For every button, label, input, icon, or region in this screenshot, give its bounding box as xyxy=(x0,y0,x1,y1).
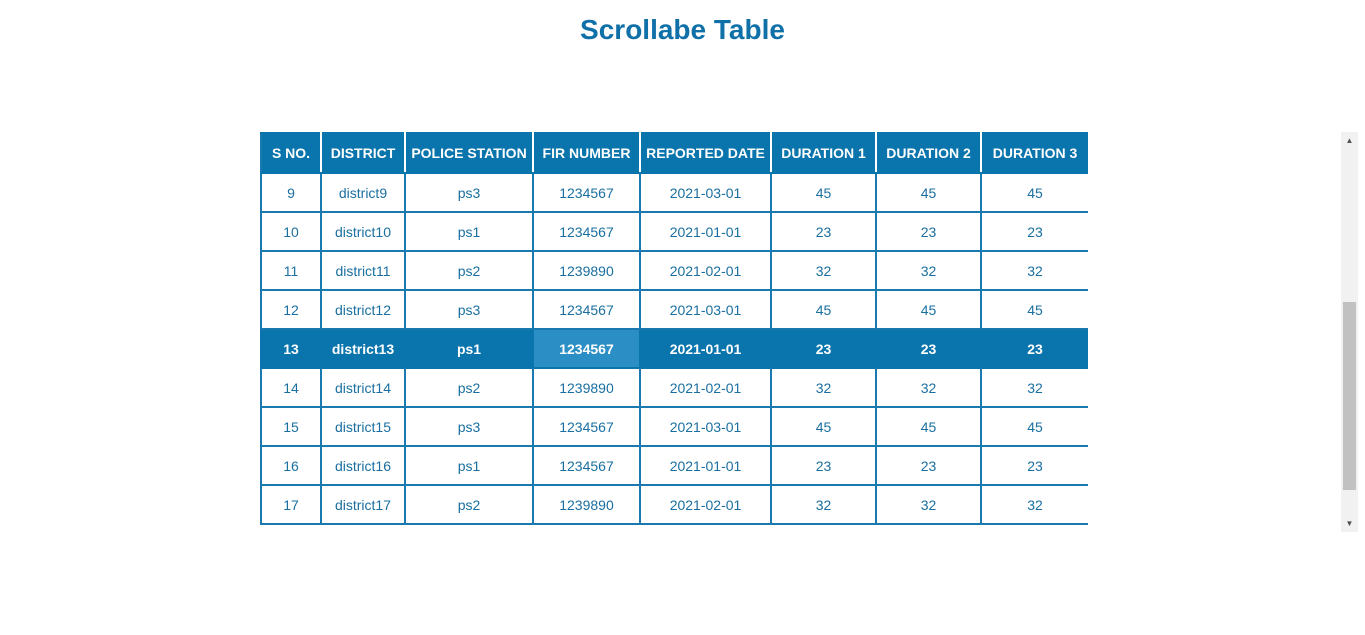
cell-police-station: ps1 xyxy=(404,328,534,369)
table-row[interactable]: 17 district17 ps2 1239890 2021-02-01 32 32 32 xyxy=(260,484,1088,525)
cell-duration-2: 45 xyxy=(875,406,982,447)
cell-duration-3: 32 xyxy=(980,367,1088,408)
cell-duration-3: 23 xyxy=(980,328,1088,369)
cell-sno: 11 xyxy=(260,250,322,291)
header-police-station[interactable]: POLICE STATION xyxy=(404,132,534,174)
cell-duration-1: 45 xyxy=(770,289,877,330)
cell-sno: 14 xyxy=(260,367,322,408)
cell-duration-1: 45 xyxy=(770,172,877,213)
cell-duration-2: 23 xyxy=(875,445,982,486)
table-row[interactable]: 12 district12 ps3 1234567 2021-03-01 45 45 45 xyxy=(260,289,1088,330)
cell-sno: 10 xyxy=(260,211,322,252)
cell-police-station: ps2 xyxy=(404,484,534,525)
cell-reported-date: 2021-03-01 xyxy=(639,172,772,213)
table-row[interactable]: 15 district15 ps3 1234567 2021-03-01 45 45 45 xyxy=(260,406,1088,447)
cell-duration-1: 32 xyxy=(770,250,877,291)
header-sno[interactable]: S NO. xyxy=(260,132,322,174)
cell-district: district14 xyxy=(320,367,406,408)
table-row[interactable]: 9 district9 ps3 1234567 2021-03-01 45 45 45 xyxy=(260,172,1088,213)
cell-reported-date: 2021-02-01 xyxy=(639,250,772,291)
cell-fir-number: 1234567 xyxy=(532,406,641,447)
cell-sno: 17 xyxy=(260,484,322,525)
table-row[interactable]: 11 district11 ps2 1239890 2021-02-01 32 32 32 xyxy=(260,250,1088,291)
cell-district: district9 xyxy=(320,172,406,213)
cell-police-station: ps2 xyxy=(404,250,534,291)
table-row[interactable]: 13 district13 ps1 1234567 2021-01-01 23 23 23 xyxy=(260,328,1088,369)
cell-police-station: ps3 xyxy=(404,406,534,447)
cell-sno: 13 xyxy=(260,328,322,369)
cell-police-station: ps1 xyxy=(404,445,534,486)
header-duration-2[interactable]: DURATION 2 xyxy=(875,132,982,174)
scrollable-table-container[interactable]: S NO. DISTRICT POLICE STATION FIR NUMBER… xyxy=(260,132,1088,532)
cell-duration-1: 45 xyxy=(770,406,877,447)
cell-police-station: ps3 xyxy=(404,172,534,213)
cell-fir-number: 1239890 xyxy=(532,484,641,525)
cell-reported-date: 2021-01-01 xyxy=(639,445,772,486)
vertical-scrollbar[interactable]: ▲ ▼ xyxy=(1341,132,1358,532)
cell-police-station: ps1 xyxy=(404,211,534,252)
table-row[interactable]: 10 district10 ps1 1234567 2021-01-01 23 23 23 xyxy=(260,211,1088,252)
cell-duration-3: 32 xyxy=(980,250,1088,291)
header-reported-date[interactable]: REPORTED DATE xyxy=(639,132,772,174)
page-title: Scrollabe Table xyxy=(580,14,785,45)
cell-sno: 12 xyxy=(260,289,322,330)
table-row[interactable]: 14 district14 ps2 1239890 2021-02-01 32 32 32 xyxy=(260,367,1088,408)
cell-reported-date: 2021-02-01 xyxy=(639,484,772,525)
cell-duration-3: 45 xyxy=(980,172,1088,213)
cell-police-station: ps2 xyxy=(404,367,534,408)
cell-fir-number: 1234567 xyxy=(532,445,641,486)
cell-reported-date: 2021-03-01 xyxy=(639,289,772,330)
cell-duration-1: 23 xyxy=(770,445,877,486)
cell-duration-1: 23 xyxy=(770,328,877,369)
header-fir-number[interactable]: FIR NUMBER xyxy=(532,132,641,174)
cell-duration-2: 32 xyxy=(875,250,982,291)
cell-duration-2: 45 xyxy=(875,172,982,213)
cell-district: district12 xyxy=(320,289,406,330)
cell-district: district16 xyxy=(320,445,406,486)
scroll-down-icon[interactable]: ▼ xyxy=(1345,519,1354,528)
header-district[interactable]: DISTRICT xyxy=(320,132,406,174)
fir-table: S NO. DISTRICT POLICE STATION FIR NUMBER… xyxy=(260,132,1088,525)
cell-district: district10 xyxy=(320,211,406,252)
cell-fir-number: 1234567 xyxy=(532,289,641,330)
cell-duration-2: 32 xyxy=(875,484,982,525)
cell-reported-date: 2021-03-01 xyxy=(639,406,772,447)
cell-duration-1: 32 xyxy=(770,367,877,408)
cell-district: district15 xyxy=(320,406,406,447)
header-duration-1[interactable]: DURATION 1 xyxy=(770,132,877,174)
cell-district: district13 xyxy=(320,328,406,369)
cell-district: district17 xyxy=(320,484,406,525)
table-body: 9 district9 ps3 1234567 2021-03-01 45 45 45 10 di… xyxy=(260,172,1088,525)
cell-duration-2: 23 xyxy=(875,211,982,252)
cell-sno: 9 xyxy=(260,172,322,213)
cell-fir-number: 1234567 xyxy=(532,328,641,369)
cell-duration-3: 45 xyxy=(980,406,1088,447)
cell-duration-3: 23 xyxy=(980,445,1088,486)
header-duration-3[interactable]: DURATION 3 xyxy=(980,132,1088,174)
cell-duration-2: 32 xyxy=(875,367,982,408)
cell-duration-2: 23 xyxy=(875,328,982,369)
cell-fir-number: 1239890 xyxy=(532,367,641,408)
cell-duration-3: 32 xyxy=(980,484,1088,525)
cell-fir-number: 1239890 xyxy=(532,250,641,291)
cell-duration-3: 23 xyxy=(980,211,1088,252)
cell-duration-1: 23 xyxy=(770,211,877,252)
table-header-row: S NO. DISTRICT POLICE STATION FIR NUMBER… xyxy=(260,132,1088,174)
cell-fir-number: 1234567 xyxy=(532,172,641,213)
cell-duration-1: 32 xyxy=(770,484,877,525)
cell-reported-date: 2021-01-01 xyxy=(639,211,772,252)
table-row[interactable]: 16 district16 ps1 1234567 2021-01-01 23 23 23 xyxy=(260,445,1088,486)
scrollbar-thumb[interactable] xyxy=(1343,302,1356,490)
cell-sno: 15 xyxy=(260,406,322,447)
scroll-up-icon[interactable]: ▲ xyxy=(1345,136,1354,145)
cell-district: district11 xyxy=(320,250,406,291)
cell-reported-date: 2021-02-01 xyxy=(639,367,772,408)
cell-duration-2: 45 xyxy=(875,289,982,330)
cell-fir-number: 1234567 xyxy=(532,211,641,252)
cell-sno: 16 xyxy=(260,445,322,486)
cell-duration-3: 45 xyxy=(980,289,1088,330)
cell-police-station: ps3 xyxy=(404,289,534,330)
cell-reported-date: 2021-01-01 xyxy=(639,328,772,369)
